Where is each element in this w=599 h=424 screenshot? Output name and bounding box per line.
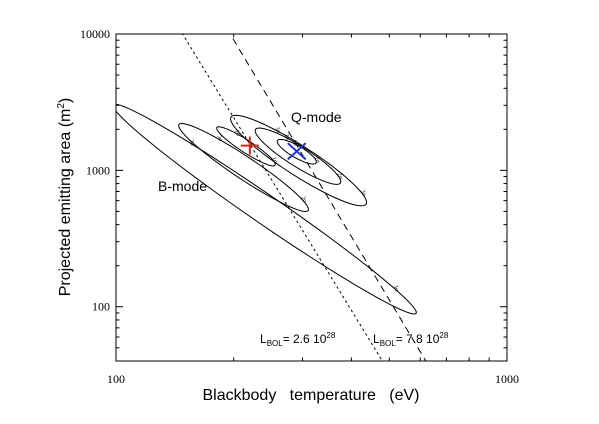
q-mode-marker-stroke-2 <box>287 142 307 161</box>
lbol-label-2-exp: 28 <box>439 331 448 340</box>
lbol-label-2-value: = 7.8 10 <box>396 332 440 346</box>
contour-b-mode-3 <box>116 103 417 315</box>
contour-b-mode-2 <box>178 122 309 212</box>
y-axis-ticks: 100 1000 10000 <box>80 27 507 362</box>
contour-label-b-mode-1: 1σ <box>233 129 241 138</box>
contour-label-b-mode-1: 1σ <box>270 156 278 165</box>
contour-q-mode-2 <box>254 127 342 185</box>
best-fit-markers <box>240 136 307 161</box>
plot-area <box>116 34 427 361</box>
y-tick-label: 10000 <box>80 27 110 41</box>
luminosity-lines <box>181 34 427 361</box>
y-axis-title-sup: 2 <box>56 103 67 109</box>
q-mode-label: Q-mode <box>291 109 342 125</box>
lbol-label-1: LBOL= 2.6 1028 <box>260 331 336 348</box>
confidence-contours <box>116 103 417 315</box>
lbol-label-2: LBOL= 7.8 1028 <box>373 331 449 348</box>
y-tick-label: 100 <box>92 300 110 314</box>
contour-label-b-mode-2: 2σ <box>300 196 308 205</box>
contour-label-b-mode-3: 3σ <box>392 284 400 293</box>
x-tick-label: 100 <box>107 372 125 386</box>
contour-label-q-mode-2: 2σ <box>336 172 344 181</box>
plot-frame <box>115 33 508 362</box>
y-tick-label: 1000 <box>86 163 110 177</box>
y-axis-title-tail: ) <box>57 98 74 103</box>
lbol-line-2 <box>229 34 427 361</box>
lbol-label-2-sub: BOL <box>380 339 397 348</box>
contour-label-b-mode-2: 2σ <box>215 135 223 144</box>
contour-label-q-mode-1: 1σ <box>290 139 298 148</box>
lbol-label-1-main: L <box>260 332 267 346</box>
lbol-line-1 <box>181 34 383 361</box>
y-axis-title: Projected emitting area (m2) <box>56 98 74 297</box>
contour-label-q-mode-3: 3σ <box>359 189 367 198</box>
contour-label-q-mode-2: 2σ <box>283 133 291 142</box>
contour-q-mode-1 <box>276 138 317 165</box>
lbol-label-1-exp: 28 <box>326 331 335 340</box>
b-mode-label: B-mode <box>158 178 207 194</box>
contour-label-q-mode-3: 3σ <box>274 126 282 135</box>
contour-q-mode-3 <box>230 114 368 207</box>
contour-label-b-mode-3: 3σ <box>188 139 196 148</box>
x-axis-title: Blackbody temperature (eV) <box>203 387 420 404</box>
x-axis-ticks: 100 1000 <box>107 34 519 386</box>
lbol-label-1-sub: BOL <box>267 339 284 348</box>
contour-label-q-mode-1: 1σ <box>313 156 321 165</box>
x-tick-label: 1000 <box>495 372 519 386</box>
contour-b-mode-1 <box>216 126 276 167</box>
lbol-label-1-value: = 2.6 10 <box>283 332 327 346</box>
y-axis-title-main: Projected emitting area (m <box>57 109 74 297</box>
lbol-label-2-main: L <box>373 332 380 346</box>
